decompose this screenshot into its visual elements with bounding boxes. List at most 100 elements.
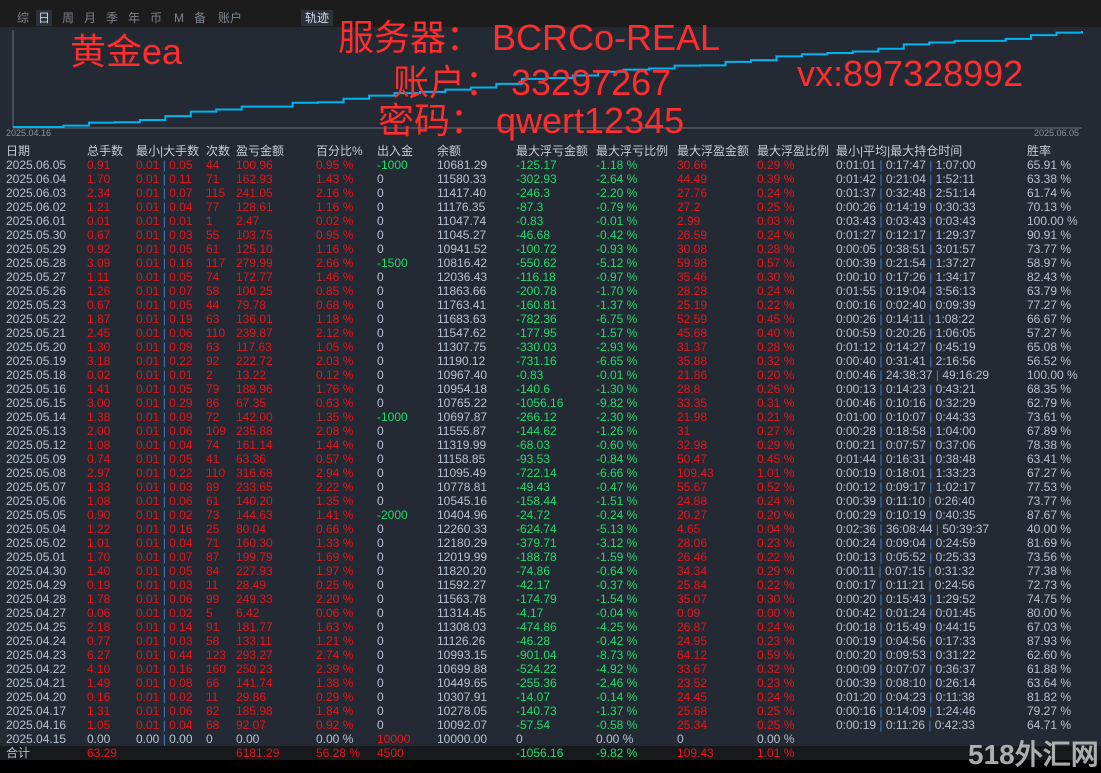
- tab-1[interactable]: 日: [36, 10, 53, 26]
- table-row[interactable]: 2025.05.26 1.26 0.01 | 0.07 58 100.25 0.85 % 0…: [0, 284, 1101, 298]
- cell-win-rate: 64.71 %: [1027, 718, 1072, 732]
- total-row[interactable]: 合计 63.29 6181.29 56.28 % 4500 -1056.16 -9.82 %…: [0, 746, 1101, 760]
- x-axis-start-label: 2025.04.16: [6, 128, 52, 138]
- cell-total-lots: 1.08: [87, 438, 111, 452]
- tab-5[interactable]: 年: [128, 11, 141, 25]
- table-row[interactable]: 2025.05.05 0.90 0.01 | 0.02 73 144.63 1.41 % -…: [0, 508, 1101, 522]
- table-row[interactable]: 2025.04.29 0.19 0.01 | 0.03 11 28.49 0.25 % 0 1…: [0, 578, 1101, 592]
- cell-max-float-profit: 28.06: [677, 536, 708, 550]
- cell-min-max-lots: 0.01 | 0.07: [136, 284, 193, 298]
- table-row[interactable]: 2025.05.15 3.00 0.01 | 0.29 86 67.35 0.63 % 0 1…: [0, 396, 1101, 410]
- cell-win-rate: 79.27 %: [1027, 704, 1072, 718]
- table-row[interactable]: 2025.05.12 1.08 0.01 | 0.04 74 161.14 1.44 % 0…: [0, 438, 1101, 452]
- cell-pnl-percent: 56.28 %: [316, 746, 361, 760]
- cell-max-float-profit-pct: 0.20 %: [757, 508, 795, 522]
- tab-0[interactable]: 综: [17, 11, 30, 25]
- cell-pnl: 128.61: [236, 200, 273, 214]
- table-row[interactable]: 2025.05.21 2.45 0.01 | 0.06 110 239.87 2.12 %…: [0, 326, 1101, 340]
- table-row[interactable]: 2025.04.17 1.31 0.01 | 0.06 82 185.98 1.84 % 0…: [0, 704, 1101, 718]
- table-row[interactable]: 2025.05.08 2.97 0.01 | 0.22 110 316.68 2.94 %…: [0, 466, 1101, 480]
- table-row[interactable]: 2025.05.04 1.22 0.01 | 0.16 25 80.04 0.66 % 0 1…: [0, 522, 1101, 536]
- table-row[interactable]: 2025.04.23 6.27 0.01 | 0.44 123 293.27 2.74 %…: [0, 648, 1101, 662]
- tab-8[interactable]: 备: [194, 11, 207, 25]
- cell-win-rate: 67.03 %: [1027, 620, 1072, 634]
- table-row[interactable]: 2025.05.23 0.67 0.01 | 0.05 44 79.78 0.68 % 0 1…: [0, 298, 1101, 312]
- table-row[interactable]: 2025.05.14 1.38 0.01 | 0.09 72 142.00 1.35 % -…: [0, 410, 1101, 424]
- table-row[interactable]: 2025.05.30 0.67 0.01 | 0.03 55 103.75 0.95 % 0…: [0, 228, 1101, 242]
- table-row[interactable]: 2025.06.01 0.01 0.01 | 0.01 1 2.47 0.02 % 0 110…: [0, 214, 1101, 228]
- table-row[interactable]: 2025.05.19 3.18 0.01 | 0.22 92 222.72 2.03 % 0…: [0, 354, 1101, 368]
- cell-total-lots: 0.67: [87, 298, 111, 312]
- table-row[interactable]: 2025.05.29 0.92 0.01 | 0.05 61 125.10 1.16 % 0…: [0, 242, 1101, 256]
- cell-min-max-lots: 0.01 | 0.02: [136, 606, 193, 620]
- cell-date: 2025.06.03: [6, 186, 67, 200]
- table-row[interactable]: 2025.06.03 2.34 0.01 | 0.07 115 241.05 2.16 %…: [0, 186, 1101, 200]
- cell-max-float-profit: 25.84: [677, 578, 708, 592]
- table-row[interactable]: 2025.05.28 3.09 0.01 | 0.16 117 279.99 2.66 %…: [0, 256, 1101, 270]
- table-row[interactable]: 2025.05.02 1.01 0.01 | 0.04 71 160.30 1.33 % 0…: [0, 536, 1101, 550]
- cell-pnl: 233.65: [236, 480, 273, 494]
- track-button[interactable]: 轨迹: [301, 10, 334, 26]
- cell-balance: 11763.41: [437, 298, 487, 312]
- cell-max-float-profit: 21.86: [677, 368, 708, 382]
- table-row[interactable]: 2025.05.22 1.87 0.01 | 0.19 63 136.01 1.18 % 0…: [0, 312, 1101, 326]
- cell-trade-count: 91: [206, 620, 220, 634]
- table-row[interactable]: 2025.04.22 4.10 0.01 | 0.16 160 250.23 2.39 %…: [0, 662, 1101, 676]
- table-row[interactable]: 2025.06.02 1.21 0.01 | 0.04 77 128.61 1.16 % 0…: [0, 200, 1101, 214]
- table-row[interactable]: 2025.04.25 2.18 0.01 | 0.14 91 181.77 1.63 % 0…: [0, 620, 1101, 634]
- table-row[interactable]: 2025.04.21 1.49 0.01 | 0.08 66 141.74 1.38 % 0…: [0, 676, 1101, 690]
- cell-trade-count: 44: [206, 158, 220, 172]
- cell-deposit-withdraw: 0: [377, 452, 384, 466]
- cell-total-lots: 0.16: [87, 690, 111, 704]
- cell-hold-time: 0:00:28 | 0:18:58 | 1:04:00: [836, 424, 976, 438]
- cell-trade-count: 110: [206, 466, 226, 480]
- table-row[interactable]: 2025.06.04 1.70 0.01 | 0.11 71 162.93 1.43 % 0…: [0, 172, 1101, 186]
- table-row[interactable]: 2025.05.20 1.30 0.01 | 0.09 63 117.63 1.05 % 0…: [0, 340, 1101, 354]
- table-row[interactable]: 2025.04.16 1.05 0.01 | 0.04 68 92.07 0.92 % 0 1…: [0, 718, 1101, 732]
- cell-balance: 10697.87: [437, 410, 488, 424]
- table-row[interactable]: 2025.05.13 2.00 0.01 | 0.06 109 235.88 2.08 %…: [0, 424, 1101, 438]
- header-max-float-profit-pct: 最大浮盈比例: [757, 144, 830, 158]
- cell-win-rate: 40.00 %: [1027, 522, 1072, 536]
- cell-total-lots: 1.31: [87, 704, 111, 718]
- table-row[interactable]: 2025.04.30 1.40 0.01 | 0.05 84 227.93 1.97 % 0…: [0, 564, 1101, 578]
- cell-balance: 11417.40: [437, 186, 487, 200]
- table-row[interactable]: 2025.05.09 0.74 0.01 | 0.05 41 63.36 0.57 % 0 1…: [0, 452, 1101, 466]
- cell-pnl: 67.35: [236, 396, 267, 410]
- cell-max-float-profit-pct: 0.59 %: [757, 648, 795, 662]
- cell-deposit-withdraw: 0: [377, 704, 384, 718]
- cell-trade-count: 25: [206, 522, 220, 536]
- tab-7[interactable]: M: [174, 11, 184, 25]
- table-row[interactable]: 2025.05.06 1.08 0.01 | 0.06 61 140.20 1.35 % 0…: [0, 494, 1101, 508]
- cell-total-lots: 0.92: [87, 242, 111, 256]
- cell-hold-time: 0:00:09 | 0:07:07 | 0:36:37: [836, 662, 976, 676]
- table-row[interactable]: 2025.04.28 1.78 0.01 | 0.06 99 249.33 2.20 % 0…: [0, 592, 1101, 606]
- cell-pnl: 117.63: [236, 340, 272, 354]
- cell-max-float-loss-pct: -0.79 %: [596, 200, 638, 214]
- table-row[interactable]: 2025.05.01 1.70 0.01 | 0.07 87 199.79 1.69 % 0…: [0, 550, 1101, 564]
- tab-3[interactable]: 月: [84, 11, 97, 25]
- tab-4[interactable]: 季: [106, 11, 119, 25]
- cell-deposit-withdraw: -2000: [377, 508, 408, 522]
- cell-max-float-loss: -200.78: [516, 284, 557, 298]
- cell-pnl: 172.77: [236, 270, 273, 284]
- cell-max-float-profit: 20.27: [677, 508, 708, 522]
- table-row[interactable]: 2025.06.05 0.91 0.01 | 0.05 44 100.96 0.95 % -…: [0, 158, 1101, 172]
- cell-min-max-lots: 0.01 | 0.16: [136, 522, 193, 536]
- table-row[interactable]: 2025.05.27 1.11 0.01 | 0.05 74 172.77 1.46 % 0…: [0, 270, 1101, 284]
- tab-9[interactable]: 账户: [218, 11, 243, 25]
- cell-date: 2025.04.29: [6, 578, 67, 592]
- tab-6[interactable]: 币: [150, 11, 163, 25]
- table-row[interactable]: 2025.04.20 0.16 0.01 | 0.02 11 29.86 0.29 % 0 1…: [0, 690, 1101, 704]
- table-row[interactable]: 2025.04.27 0.06 0.01 | 0.02 5 6.42 0.06 % 0 113…: [0, 606, 1101, 620]
- cell-max-float-profit: 31.37: [677, 340, 708, 354]
- tab-2[interactable]: 周: [62, 11, 75, 25]
- table-row[interactable]: 2025.05.18 0.02 0.01 | 0.01 2 13.22 0.12 % 0 10…: [0, 368, 1101, 382]
- table-row[interactable]: 2025.05.16 1.41 0.01 | 0.05 79 188.96 1.76 % 0…: [0, 382, 1101, 396]
- cell-date: 2025.05.13: [6, 424, 67, 438]
- table-row[interactable]: 2025.05.07 1.33 0.01 | 0.03 89 233.65 2.22 % 0…: [0, 480, 1101, 494]
- table-row[interactable]: 2025.04.15 0.00 0.00 | 0.00 0 0.00 0.00 % 1000…: [0, 732, 1101, 746]
- table-row[interactable]: 2025.04.24 0.77 0.01 | 0.03 58 133.11 1.21 % 0…: [0, 634, 1101, 648]
- cell-balance: 11563.78: [437, 592, 487, 606]
- cell-hold-time: 0:01:55 | 0:19:04 | 3:56:13: [836, 284, 976, 298]
